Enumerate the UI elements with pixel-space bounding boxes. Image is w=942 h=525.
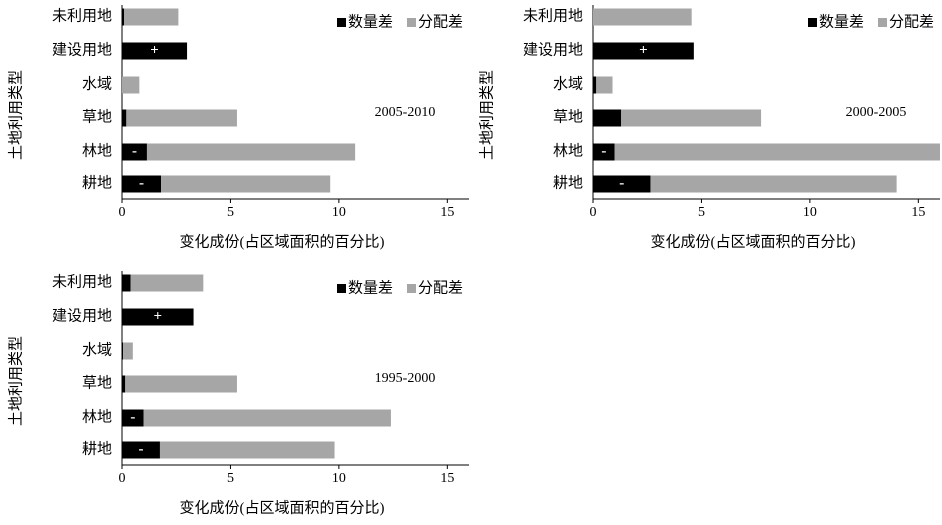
bar-segment [122,76,140,94]
bar-segment [122,375,126,393]
sign-label: + [154,308,163,324]
legend-swatch [337,18,346,27]
sign-label: - [601,143,606,159]
x-tick-label: 10 [332,205,346,220]
bar-segment [122,175,162,193]
category-label: 耕地 [82,439,112,457]
legend-label: 数量差 [348,279,393,296]
x-tick-label: 0 [119,205,126,220]
bar-segment [130,274,204,292]
bar-segment [161,175,331,193]
period-label: 2005-2010 [375,105,436,120]
legend-label: 数量差 [348,13,393,30]
x-tick-label: 5 [698,205,705,220]
bar-segment [123,342,133,360]
category-label: 耕地 [82,173,112,191]
x-tick-label: 0 [119,471,126,486]
category-label: 林地 [82,408,112,425]
period-label: 1995-2000 [375,371,436,386]
bar-segment [593,175,651,193]
bar-segment [126,109,237,127]
x-tick-label: 0 [590,205,597,220]
sign-label: - [132,143,137,159]
category-label: 耕地 [553,173,583,191]
bar-segment [593,8,692,26]
bar-segment [122,441,160,459]
x-tick-label: 5 [227,471,234,486]
category-label: 草地 [553,108,583,125]
legend-swatch [407,18,416,27]
bar-segment [122,42,188,60]
category-label: 水域 [82,341,112,358]
bar-segment [122,342,124,360]
y-axis-label: 土地利用类型 [7,336,24,426]
x-tick-label: 15 [440,205,454,220]
legend-label: 分配差 [418,13,463,30]
category-label: 未利用地 [52,273,112,290]
category-label: 建设用地 [523,41,583,58]
bar-segment [122,308,194,326]
bar-segment [122,143,147,161]
legend-swatch [878,18,887,27]
x-tick-label: 10 [332,471,346,486]
x-axis-label: 变化成份(占区域面积的百分比) [651,233,856,250]
y-axis-label: 土地利用类型 [7,70,24,160]
bar-segment [124,8,179,26]
sign-label: + [150,42,159,58]
bar-segment [593,143,615,161]
bar-segment [593,42,694,60]
bar-segment [614,143,940,161]
bar-segment [125,375,237,393]
category-label: 林地 [553,142,583,159]
sign-label: - [139,175,144,191]
x-axis-label: 变化成份(占区域面积的百分比) [180,233,385,250]
category-label: 林地 [82,142,112,159]
bar-segment [621,109,762,127]
legend-label: 分配差 [889,13,934,30]
bar-segment [143,409,391,427]
x-axis-label: 变化成份(占区域面积的百分比) [180,499,385,516]
legend-label: 分配差 [418,279,463,296]
category-label: 水域 [553,75,583,92]
category-label: 水域 [82,75,112,92]
category-label: 草地 [82,108,112,125]
category-label: 未利用地 [52,7,112,24]
bar-segment [122,8,125,26]
x-tick-label: 15 [911,205,925,220]
category-label: 草地 [82,374,112,391]
category-label: 建设用地 [52,307,112,324]
category-label: 未利用地 [523,7,583,24]
bar-segment [159,441,335,459]
bar-segment [146,143,356,161]
bar-segment [593,76,597,94]
bar-segment [650,175,897,193]
category-label: 建设用地 [52,41,112,58]
bar-segment [593,109,622,127]
y-axis-label: 土地利用类型 [478,70,495,160]
sign-label: - [138,441,143,457]
bar-segment [596,76,613,94]
sign-label: - [619,175,624,191]
legend-swatch [407,284,416,293]
bar-segment [122,409,144,427]
period-label: 2000-2005 [846,105,907,120]
x-tick-label: 15 [440,471,454,486]
legend-swatch [808,18,817,27]
legend-swatch [337,284,346,293]
legend-label: 数量差 [819,13,864,30]
bar-segment [122,109,127,127]
x-tick-label: 10 [803,205,817,220]
bar-segment [122,274,131,292]
sign-label: - [130,409,135,425]
sign-label: + [639,42,648,58]
x-tick-label: 5 [227,205,234,220]
